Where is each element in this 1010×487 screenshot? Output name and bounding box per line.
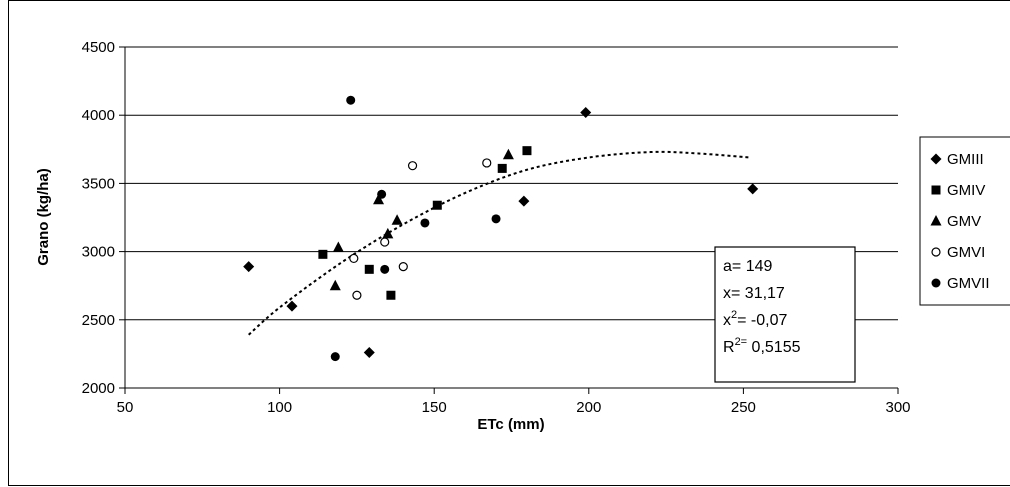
data-point-gmiv (386, 290, 396, 300)
data-point-gmiv (318, 249, 328, 259)
data-point-gmv (502, 148, 514, 160)
data-point-gmv (391, 214, 403, 225)
stats-line-r2-value: 0,5155 (747, 339, 800, 356)
legend-label-gmvii: GMVII (947, 275, 990, 292)
stats-line-x2-base: x (723, 312, 731, 329)
data-point-gmiii (363, 347, 375, 359)
data-point-gmvi (482, 158, 492, 168)
data-point-gmvi (349, 253, 359, 264)
data-point-gmv (382, 227, 394, 239)
data-point-gmvi (398, 262, 408, 272)
x-tick-label: 250 (731, 399, 756, 416)
stats-line-r2-base: R (723, 339, 735, 356)
legend-marker-gmvii (931, 278, 941, 288)
stats-line-r2-sup: 2= (735, 336, 748, 348)
y-axis-title: Grano (kg/ha) (35, 168, 52, 266)
data-point-gmvii (491, 214, 501, 224)
x-tick-label: 50 (117, 399, 134, 416)
data-point-gmiv (497, 163, 507, 173)
legend: GMIII GMIV GMV GMVI GMVII (919, 136, 1010, 306)
data-point-gmvii (380, 264, 390, 274)
data-point-gmv (373, 193, 385, 205)
y-tick-label: 3500 (82, 175, 115, 192)
data-point-gmvii (330, 352, 340, 362)
x-axis-title: ETc (mm) (477, 416, 544, 433)
data-point-gmiii (747, 183, 759, 195)
stats-line-x2-value: = -0,07 (737, 312, 787, 329)
x-tick-labels: 50 100 150 200 250 300 (117, 399, 911, 416)
legend-marker-gmiii (930, 153, 942, 165)
stats-line-x: x= 31,17 (723, 285, 785, 302)
stats-line-a: a= 149 (723, 258, 772, 275)
x-tick-label: 150 (422, 399, 447, 416)
stats-line-x2-sup: 2 (731, 309, 737, 321)
data-point-gmvi (407, 161, 418, 171)
y-tick-labels: 2000 2500 3000 3500 4000 4500 (82, 39, 115, 397)
y-tick-label: 2500 (82, 312, 115, 329)
data-point-gmv (329, 279, 341, 291)
data-point-gmiii (580, 106, 592, 118)
data-point-gmvii (420, 218, 430, 228)
legend-label-gmiv: GMIV (947, 182, 985, 199)
legend-marker-gmiv (931, 185, 941, 195)
x-tick-label: 200 (576, 399, 601, 416)
y-tick-label: 2000 (82, 380, 115, 397)
y-tick-label: 4000 (82, 107, 115, 124)
trendline (248, 150, 750, 336)
legend-marker-gmv (930, 215, 942, 226)
x-tick-label: 100 (267, 399, 292, 416)
data-point-gmiii (286, 300, 298, 312)
legend-label-gmvi: GMVI (947, 244, 985, 261)
data-point-gmvi (380, 237, 390, 247)
data-point-gmiii (243, 261, 255, 273)
y-tick-label: 4500 (82, 39, 115, 56)
data-point-gmvii (377, 189, 387, 199)
data-point-gmiii (518, 195, 530, 207)
data-point-gmvii (346, 95, 356, 105)
data-point-gmvi (352, 290, 362, 300)
legend-label-gmiii: GMIII (947, 151, 984, 168)
y-tick-label: 3000 (82, 244, 115, 261)
legend-label-gmv: GMV (947, 213, 981, 230)
data-points (243, 95, 759, 362)
stats-line-r2: R2= 0,5155 (723, 336, 801, 356)
x-tick-label: 300 (885, 399, 910, 416)
stats-line-x2: x2= -0,07 (723, 309, 787, 329)
data-point-gmv (332, 241, 344, 253)
data-point-gmiv (432, 200, 442, 210)
legend-marker-gmvi (931, 247, 941, 257)
legend-items: GMIII GMIV GMV GMVI GMVII (930, 151, 990, 292)
axes (119, 46, 899, 394)
data-point-gmiv (522, 146, 532, 156)
stats-box: a= 149 x= 31,17 x2= -0,07 R2= 0,5155 (714, 246, 856, 383)
data-point-gmiv (364, 264, 374, 274)
chart-frame (8, 0, 1010, 486)
